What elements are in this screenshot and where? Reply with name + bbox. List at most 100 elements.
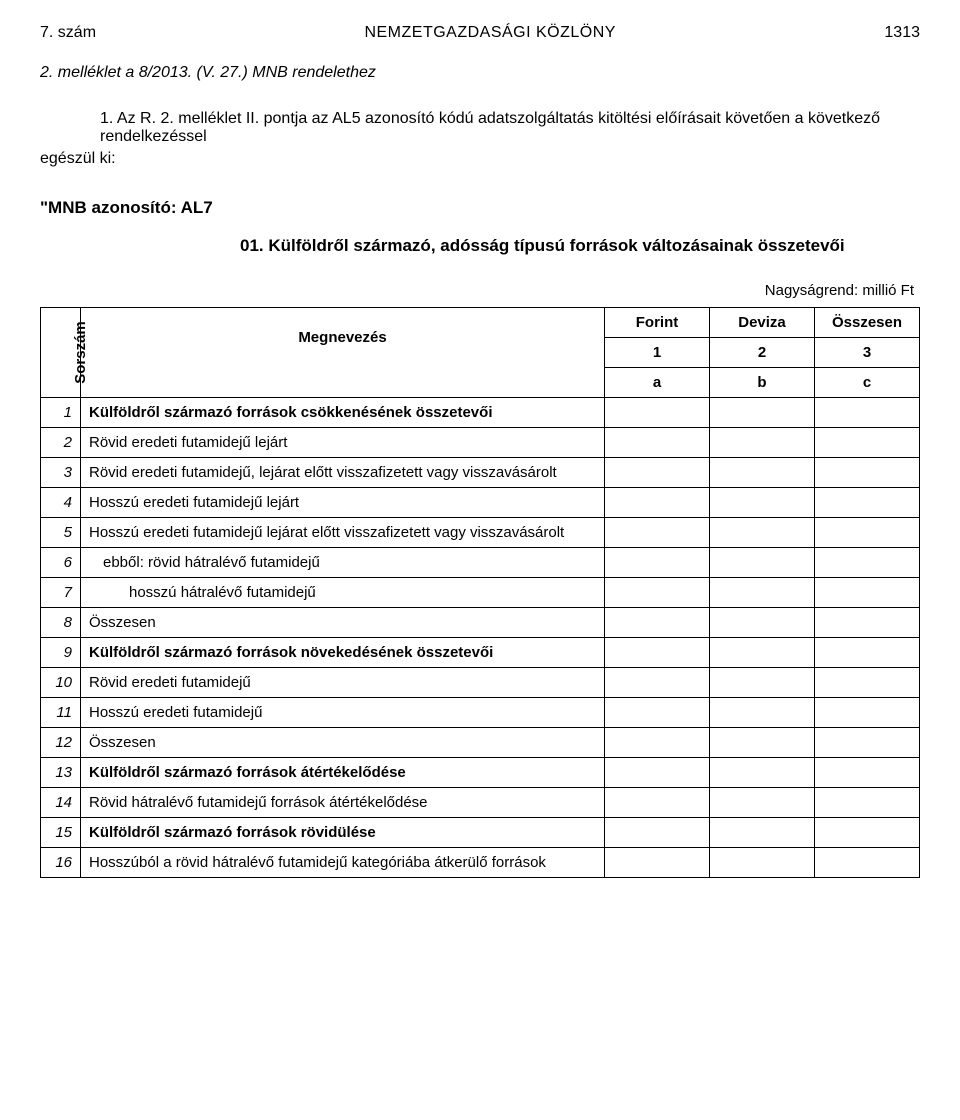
value-cell: [605, 758, 710, 788]
value-cell: [710, 428, 815, 458]
row-label: Hosszú eredeti futamidejű: [81, 698, 605, 728]
table-row: 12Összesen: [41, 728, 920, 758]
value-cell: [605, 668, 710, 698]
header-right: 1313: [884, 24, 920, 42]
row-number: 2: [41, 428, 81, 458]
value-cell: [710, 458, 815, 488]
table-row: 8Összesen: [41, 608, 920, 638]
value-cell: [815, 458, 920, 488]
intro-block: 1. Az R. 2. melléklet II. pontja az AL5 …: [40, 110, 920, 168]
value-cell: [710, 398, 815, 428]
row-label: Összesen: [81, 608, 605, 638]
value-cell: [710, 848, 815, 878]
value-cell: [815, 608, 920, 638]
value-cell: [710, 638, 815, 668]
col-megnevezes: Megnevezés: [81, 308, 605, 368]
row-number: 10: [41, 668, 81, 698]
value-cell: [815, 398, 920, 428]
subtitle: 2. melléklet a 8/2013. (V. 27.) MNB rend…: [40, 64, 920, 82]
table-row: 15Külföldről származó források rövidülés…: [41, 818, 920, 848]
intro-line1: 1. Az R. 2. melléklet II. pontja az AL5 …: [100, 110, 920, 146]
value-cell: [815, 428, 920, 458]
row-label: Hosszú eredeti futamidejű lejárt: [81, 488, 605, 518]
row-label: Külföldről származó források növekedésén…: [81, 638, 605, 668]
value-cell: [710, 728, 815, 758]
row-number: 1: [41, 398, 81, 428]
col-sorszam: Sorszám: [41, 308, 81, 398]
table-row: 11Hosszú eredeti futamidejű: [41, 698, 920, 728]
row-number: 11: [41, 698, 81, 728]
col-osszesen: Összesen: [815, 308, 920, 338]
value-cell: [605, 788, 710, 818]
value-cell: [710, 488, 815, 518]
row-label: Rövid eredeti futamidejű, lejárat előtt …: [81, 458, 605, 488]
row-label: Rövid eredeti futamidejű lejárt: [81, 428, 605, 458]
row-label: ebből: rövid hátralévő futamidejű: [81, 548, 605, 578]
row-label: hosszú hátralévő futamidejű: [81, 578, 605, 608]
value-cell: [710, 818, 815, 848]
value-cell: [815, 788, 920, 818]
value-cell: [710, 518, 815, 548]
col-meg-blank: [81, 368, 605, 398]
value-cell: [605, 458, 710, 488]
value-cell: [815, 728, 920, 758]
row-number: 12: [41, 728, 81, 758]
value-cell: [710, 668, 815, 698]
value-cell: [605, 578, 710, 608]
value-cell: [605, 728, 710, 758]
table-row: 1Külföldről származó források csökkenésé…: [41, 398, 920, 428]
value-cell: [710, 788, 815, 818]
table-row: 16Hosszúból a rövid hátralévő futamidejű…: [41, 848, 920, 878]
col-num-3: 3: [815, 338, 920, 368]
value-cell: [815, 548, 920, 578]
table-row: 14Rövid hátralévő futamidejű források át…: [41, 788, 920, 818]
row-label: Külföldről származó források rövidülése: [81, 818, 605, 848]
value-cell: [605, 488, 710, 518]
row-label: Rövid eredeti futamidejű: [81, 668, 605, 698]
header-center: NEMZETGAZDASÁGI KÖZLÖNY: [364, 24, 616, 42]
row-label: Hosszú eredeti futamidejű lejárat előtt …: [81, 518, 605, 548]
value-cell: [605, 818, 710, 848]
row-label: Rövid hátralévő futamidejű források átér…: [81, 788, 605, 818]
value-cell: [815, 698, 920, 728]
col-num-2: 2: [710, 338, 815, 368]
value-cell: [710, 758, 815, 788]
row-number: 3: [41, 458, 81, 488]
table-row: 2Rövid eredeti futamidejű lejárt: [41, 428, 920, 458]
table-row: 3Rövid eredeti futamidejű, lejárat előtt…: [41, 458, 920, 488]
row-number: 6: [41, 548, 81, 578]
value-cell: [815, 638, 920, 668]
table-row: 10Rövid eredeti futamidejű: [41, 668, 920, 698]
main-table: Sorszám Megnevezés Forint Deviza Összese…: [40, 307, 920, 878]
value-cell: [710, 578, 815, 608]
col-letter-a: a: [605, 368, 710, 398]
row-number: 16: [41, 848, 81, 878]
value-cell: [605, 638, 710, 668]
col-forint: Forint: [605, 308, 710, 338]
row-number: 7: [41, 578, 81, 608]
table-title: 01. Külföldről származó, adósság típusú …: [240, 236, 920, 256]
value-cell: [710, 548, 815, 578]
value-cell: [605, 698, 710, 728]
value-cell: [605, 518, 710, 548]
table-row: 5Hosszú eredeti futamidejű lejárat előtt…: [41, 518, 920, 548]
value-cell: [815, 578, 920, 608]
value-cell: [605, 428, 710, 458]
row-number: 4: [41, 488, 81, 518]
row-label: Összesen: [81, 728, 605, 758]
value-cell: [815, 518, 920, 548]
mnb-label: "MNB azonosító: AL7: [40, 198, 920, 218]
value-cell: [710, 608, 815, 638]
table-row: 4Hosszú eredeti futamidejű lejárt: [41, 488, 920, 518]
value-cell: [605, 608, 710, 638]
row-number: 8: [41, 608, 81, 638]
value-cell: [815, 818, 920, 848]
col-num-1: 1: [605, 338, 710, 368]
row-number: 13: [41, 758, 81, 788]
value-cell: [815, 848, 920, 878]
col-deviza: Deviza: [710, 308, 815, 338]
col-letter-c: c: [815, 368, 920, 398]
value-cell: [605, 398, 710, 428]
table-row: 9Külföldről származó források növekedésé…: [41, 638, 920, 668]
value-cell: [710, 698, 815, 728]
